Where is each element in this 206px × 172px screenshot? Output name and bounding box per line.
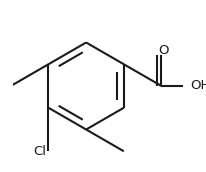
Text: O: O: [158, 44, 169, 57]
Text: OH: OH: [190, 79, 206, 92]
Text: Cl: Cl: [33, 145, 46, 158]
